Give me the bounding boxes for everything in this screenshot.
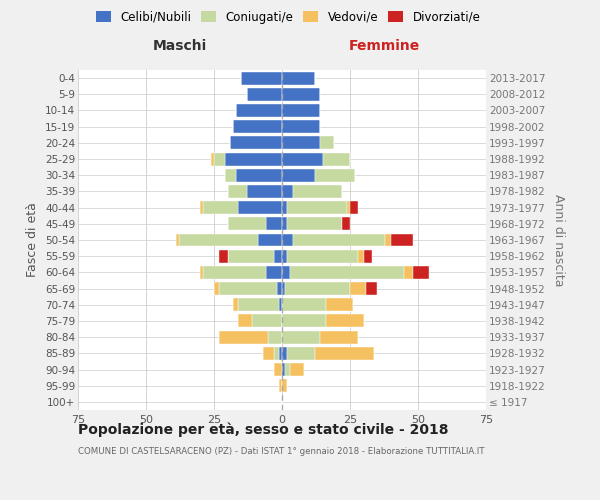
Bar [257, 234, 282, 246]
Text: Femmine: Femmine [349, 39, 419, 53]
Bar [274, 250, 282, 262]
Bar [358, 250, 364, 262]
Bar [225, 169, 236, 181]
Bar [211, 152, 214, 166]
Bar [282, 379, 287, 392]
Text: Maschi: Maschi [153, 39, 207, 53]
Bar [282, 104, 320, 117]
Bar [200, 266, 203, 279]
Bar [220, 250, 227, 262]
Bar [287, 250, 358, 262]
Bar [282, 266, 290, 279]
Bar [279, 298, 282, 311]
Bar [282, 120, 320, 133]
Bar [238, 314, 252, 328]
Bar [274, 363, 282, 376]
Bar [236, 104, 282, 117]
Bar [323, 152, 350, 166]
Bar [277, 282, 282, 295]
Y-axis label: Anni di nascita: Anni di nascita [552, 194, 565, 286]
Bar [230, 136, 282, 149]
Bar [282, 185, 293, 198]
Bar [247, 88, 282, 101]
Bar [203, 266, 266, 279]
Bar [293, 185, 342, 198]
Bar [282, 314, 326, 328]
Bar [282, 218, 287, 230]
Bar [293, 234, 385, 246]
Bar [282, 363, 285, 376]
Bar [391, 234, 413, 246]
Bar [282, 136, 320, 149]
Text: Popolazione per età, sesso e stato civile - 2018: Popolazione per età, sesso e stato civil… [78, 422, 449, 437]
Bar [176, 234, 179, 246]
Bar [233, 120, 282, 133]
Bar [326, 314, 364, 328]
Bar [282, 250, 287, 262]
Bar [282, 201, 287, 214]
Bar [225, 152, 282, 166]
Bar [347, 201, 350, 214]
Bar [247, 185, 282, 198]
Bar [287, 347, 314, 360]
Bar [285, 363, 290, 376]
Bar [220, 330, 268, 344]
Bar [320, 330, 358, 344]
Bar [203, 201, 238, 214]
Bar [367, 282, 377, 295]
Bar [350, 201, 358, 214]
Bar [282, 72, 314, 85]
Bar [179, 234, 257, 246]
Legend: Celibi/Nubili, Coniugati/e, Vedovi/e, Divorziati/e: Celibi/Nubili, Coniugati/e, Vedovi/e, Di… [91, 6, 485, 28]
Bar [200, 201, 203, 214]
Bar [320, 136, 334, 149]
Bar [364, 250, 372, 262]
Bar [274, 347, 279, 360]
Bar [282, 234, 293, 246]
Bar [290, 363, 304, 376]
Bar [285, 282, 350, 295]
Bar [233, 298, 238, 311]
Bar [342, 218, 350, 230]
Bar [241, 72, 282, 85]
Bar [227, 185, 247, 198]
Bar [282, 88, 320, 101]
Bar [287, 218, 342, 230]
Bar [314, 347, 374, 360]
Bar [314, 169, 355, 181]
Bar [282, 298, 326, 311]
Bar [282, 347, 287, 360]
Y-axis label: Fasce di età: Fasce di età [26, 202, 40, 278]
Bar [214, 282, 220, 295]
Bar [282, 330, 320, 344]
Bar [290, 266, 404, 279]
Bar [279, 347, 282, 360]
Bar [236, 169, 282, 181]
Bar [404, 266, 413, 279]
Bar [350, 282, 367, 295]
Bar [266, 266, 282, 279]
Bar [227, 218, 266, 230]
Bar [282, 169, 314, 181]
Bar [252, 314, 282, 328]
Bar [268, 330, 282, 344]
Bar [326, 298, 353, 311]
Bar [282, 152, 323, 166]
Bar [279, 379, 282, 392]
Text: COMUNE DI CASTELSARACENO (PZ) - Dati ISTAT 1° gennaio 2018 - Elaborazione TUTTIT: COMUNE DI CASTELSARACENO (PZ) - Dati IST… [78, 448, 485, 456]
Bar [220, 282, 277, 295]
Bar [263, 347, 274, 360]
Bar [385, 234, 391, 246]
Bar [287, 201, 347, 214]
Bar [282, 282, 285, 295]
Bar [413, 266, 429, 279]
Bar [238, 298, 279, 311]
Bar [238, 201, 282, 214]
Bar [266, 218, 282, 230]
Bar [227, 250, 274, 262]
Bar [214, 152, 225, 166]
